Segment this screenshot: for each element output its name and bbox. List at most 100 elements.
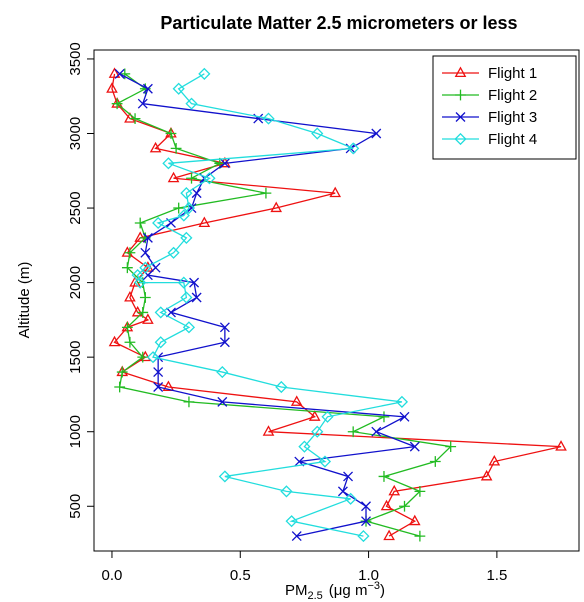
data-point (183, 396, 195, 408)
data-point (180, 291, 193, 304)
data-point (121, 262, 133, 274)
data-point (414, 485, 426, 497)
data-point (344, 492, 357, 505)
data-point (409, 441, 420, 452)
data-point (217, 396, 228, 407)
x-tick-label: 1.0 (358, 567, 379, 584)
data-point (162, 380, 175, 392)
data-point (388, 484, 401, 496)
y-tick-label: 1000 (67, 415, 84, 448)
data-point (219, 158, 230, 169)
data-point (124, 290, 136, 302)
data-point (124, 112, 136, 123)
data-point (378, 411, 390, 423)
legend-label: Flight 3 (488, 109, 537, 126)
data-point (108, 335, 121, 347)
x-axis-label-units-close: ) (380, 582, 385, 599)
data-point (260, 187, 272, 199)
series-3 (114, 68, 420, 542)
plot-border (93, 49, 580, 552)
data-point (124, 247, 136, 259)
data-point (361, 516, 371, 527)
data-point (357, 529, 370, 543)
data-point (119, 68, 131, 80)
data-point (347, 426, 359, 438)
data-point (371, 128, 382, 139)
x-axis-label-prefix: PM (285, 582, 308, 599)
x-tick-label: 1.5 (486, 567, 507, 584)
legend-item-flight-2: Flight 2 (442, 87, 537, 104)
data-point (337, 486, 348, 497)
data-point (152, 216, 165, 230)
legend-swatch-marker (455, 112, 466, 122)
data-point (399, 500, 410, 512)
data-point (408, 514, 421, 526)
y-tick-label: 2000 (67, 266, 84, 299)
data-point (270, 201, 283, 213)
data-point (298, 440, 311, 453)
y-tick-label: 3500 (67, 42, 84, 75)
x-axis-label-units-superscript: −3 (367, 580, 380, 592)
data-point (180, 231, 193, 244)
data-point (191, 188, 202, 199)
data-point (347, 142, 360, 155)
data-point (162, 157, 175, 170)
data-point (154, 336, 167, 349)
data-point (445, 441, 457, 453)
legend: Flight 1 Flight 2 Flight 3 Flight 4 (432, 55, 577, 160)
legend-swatch-marker (455, 89, 466, 101)
data-point (216, 365, 229, 379)
data-point (137, 351, 149, 363)
legend-item-flight-4: Flight 4 (442, 131, 537, 148)
series-2 (111, 68, 457, 542)
data-point (137, 307, 149, 318)
data-point (189, 277, 200, 288)
legend-label: Flight 1 (488, 65, 537, 82)
y-axis-label: Altitude (m) (16, 262, 33, 339)
y-tick-label: 1500 (67, 340, 84, 373)
data-point (140, 247, 151, 258)
data-point (134, 276, 147, 289)
data-point (395, 395, 409, 408)
data-point (108, 67, 121, 78)
legend-swatch-marker (454, 132, 467, 146)
data-point (116, 366, 128, 378)
data-point (383, 529, 395, 541)
data-point (167, 246, 180, 259)
data-point (480, 469, 493, 481)
series-layer (106, 67, 567, 543)
legend-item-flight-3: Flight 3 (442, 109, 537, 126)
data-point (343, 471, 354, 482)
data-point (318, 455, 332, 468)
x-axis: 0.0 0.5 1.0 1.5 (102, 551, 507, 584)
x-axis-label: PM2.5 (μg m−3) (285, 580, 385, 602)
data-point (172, 82, 185, 95)
data-point (185, 97, 198, 110)
y-tick-label: 3000 (67, 117, 84, 150)
data-point (311, 127, 324, 140)
data-point (139, 292, 151, 303)
data-point (124, 336, 136, 348)
data-point (149, 141, 162, 153)
data-point (311, 425, 324, 438)
data-point (321, 410, 334, 423)
data-point (414, 530, 426, 542)
data-point (142, 232, 153, 243)
x-axis-label-subscript: 2.5 (308, 590, 323, 602)
data-point (182, 321, 196, 334)
data-point (399, 411, 410, 422)
data-point (219, 337, 230, 348)
data-point (262, 112, 275, 125)
series-4 (131, 67, 409, 543)
data-point (150, 262, 161, 273)
x-tick-label: 0.0 (102, 567, 123, 584)
data-point (114, 68, 125, 79)
data-point (106, 82, 118, 93)
data-point (262, 425, 275, 436)
data-point (198, 67, 211, 80)
data-point (290, 395, 303, 406)
data-point (114, 381, 126, 393)
data-point (198, 216, 211, 227)
legend-swatch-marker (454, 66, 467, 78)
data-point (191, 292, 202, 303)
